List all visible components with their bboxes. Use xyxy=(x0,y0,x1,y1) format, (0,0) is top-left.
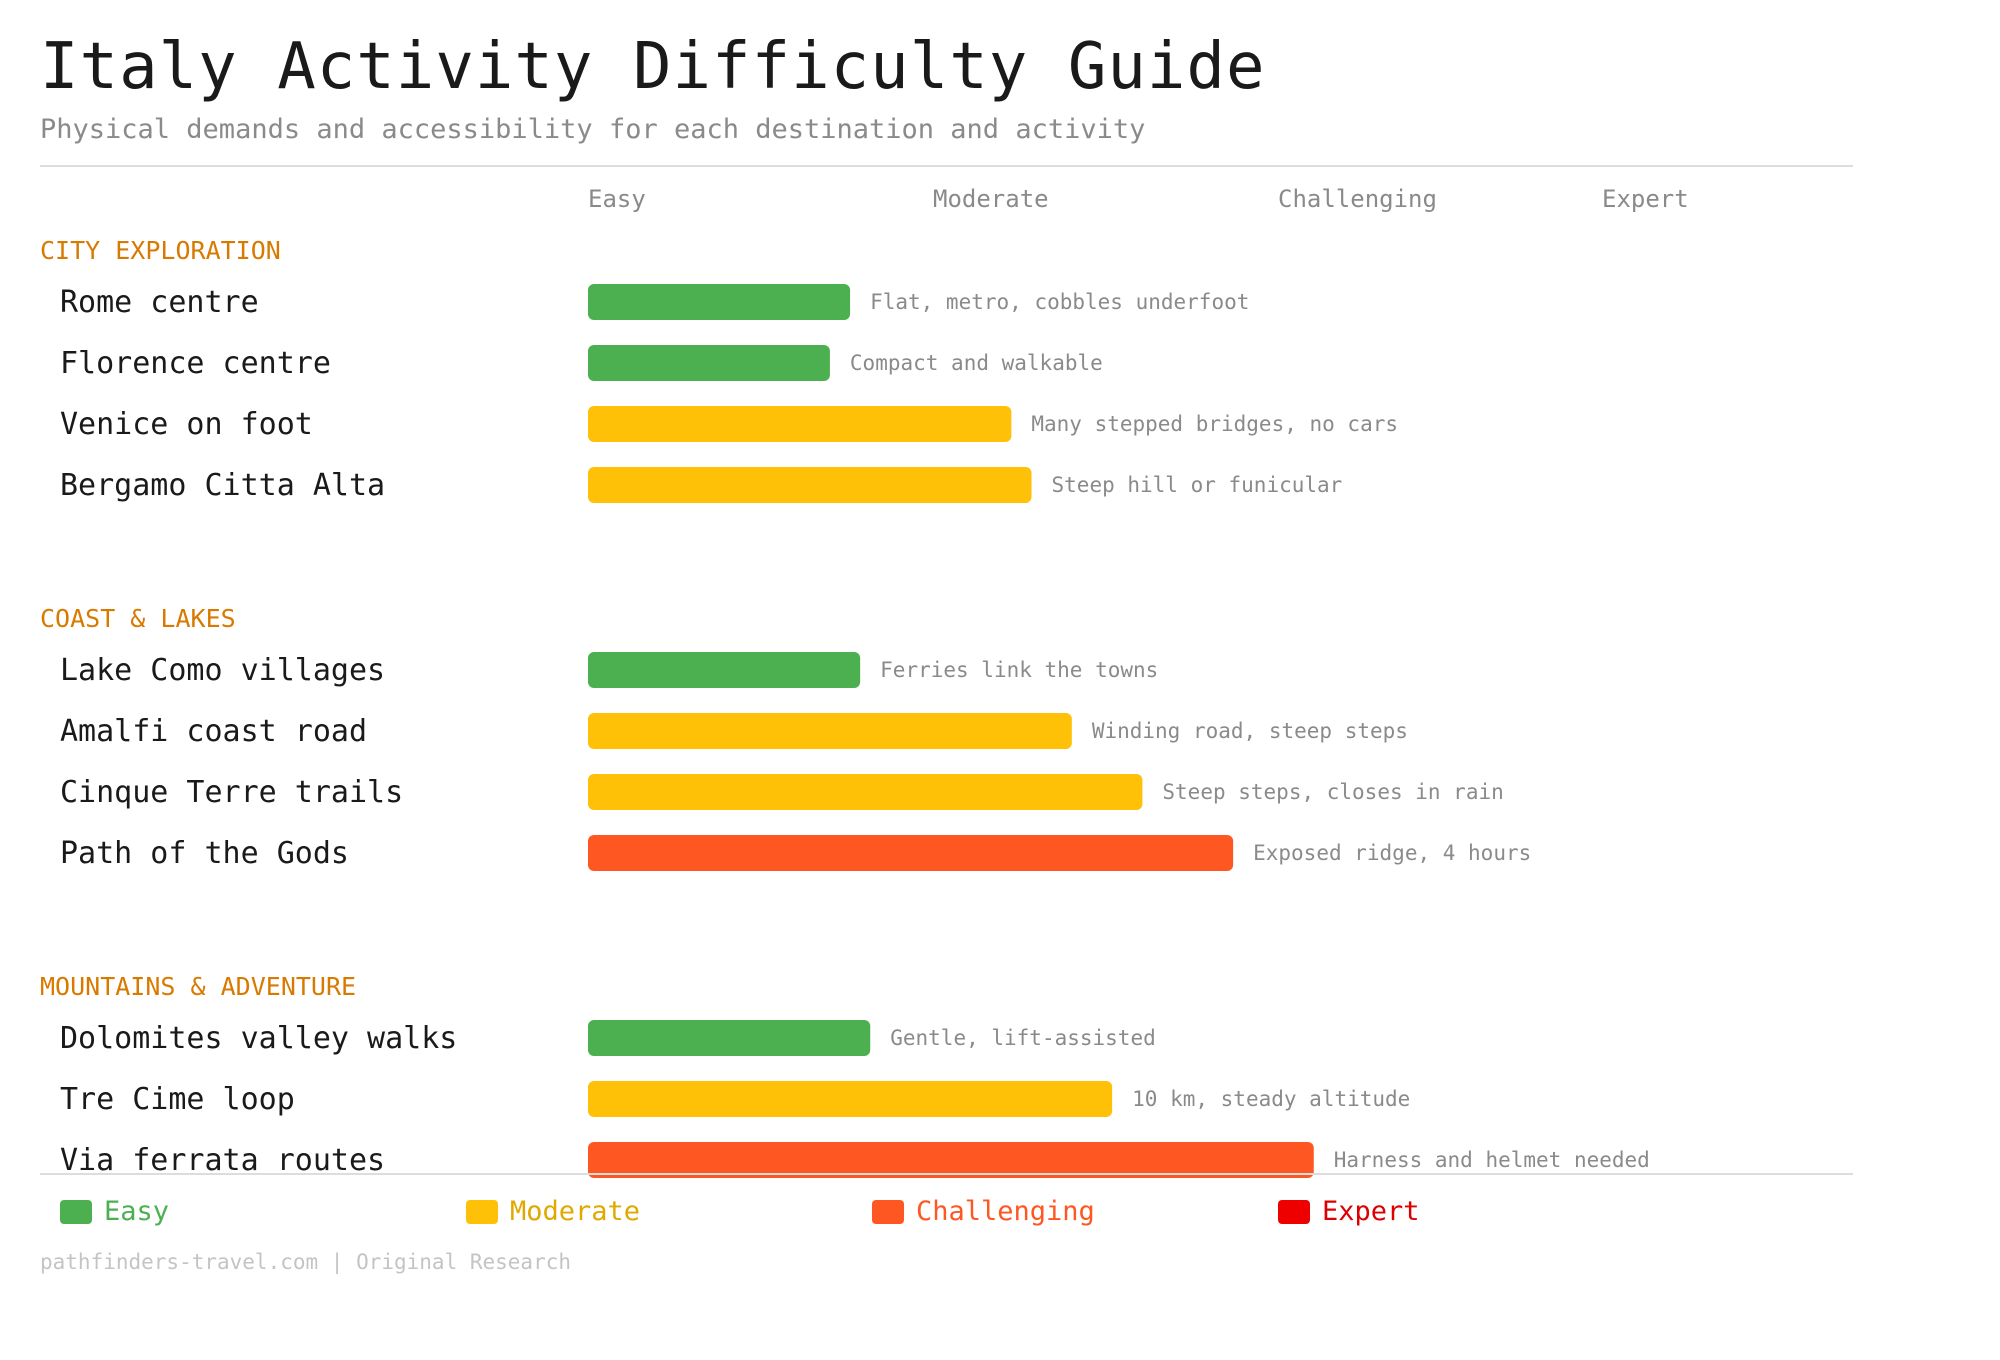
bar-note-label: Winding road, steep steps xyxy=(1092,719,1408,743)
row-label: Venice on foot xyxy=(60,407,313,442)
row-label: Via ferrata routes xyxy=(60,1143,385,1178)
bar-note-label: Many stepped bridges, no cars xyxy=(1031,412,1398,436)
group-label: MOUNTAINS & ADVENTURE xyxy=(40,972,356,1001)
legend-label: Easy xyxy=(104,1196,170,1227)
legend-item: Challenging xyxy=(872,1196,1095,1227)
group-label: COAST & LAKES xyxy=(40,604,236,633)
difficulty-bar xyxy=(588,713,1072,749)
bar-note-label: 10 km, steady altitude xyxy=(1132,1087,1410,1111)
bar-note-label: Exposed ridge, 4 hours xyxy=(1253,841,1531,865)
legend-swatch xyxy=(872,1199,904,1224)
page-subtitle: Physical demands and accessibility for e… xyxy=(40,114,1146,145)
row-label: Bergamo Citta Alta xyxy=(60,468,385,503)
legend-item: Moderate xyxy=(466,1196,640,1227)
bar-note-label: Steep hill or funicular xyxy=(1052,473,1343,497)
row-label: Lake Como villages xyxy=(60,653,385,688)
difficulty-bar xyxy=(588,1081,1113,1117)
x-tick-label: Moderate xyxy=(933,185,1049,213)
difficulty-bar xyxy=(588,1142,1314,1178)
source-note: pathfinders-travel.com | Original Resear… xyxy=(40,1250,572,1274)
bar-note-label: Steep steps, closes in rain xyxy=(1162,780,1503,804)
x-tick-label: Challenging xyxy=(1278,185,1437,213)
bar-note-label: Harness and helmet needed xyxy=(1334,1148,1650,1172)
row-label: Tre Cime loop xyxy=(60,1082,295,1117)
x-tick-label: Expert xyxy=(1602,185,1689,213)
row-label: Rome centre xyxy=(60,285,259,320)
difficulty-bar xyxy=(588,284,851,320)
legend-swatch xyxy=(1278,1199,1310,1224)
bar-note-label: Gentle, lift-assisted xyxy=(890,1026,1156,1050)
difficulty-bar xyxy=(588,467,1032,503)
header-divider xyxy=(40,165,1853,167)
difficulty-bar xyxy=(588,1020,871,1056)
legend-label: Moderate xyxy=(510,1196,641,1227)
difficulty-chart: Easy Moderate Challenging Expert CITY EXPLOR… xyxy=(40,185,1689,1178)
legend-label: Expert xyxy=(1322,1196,1420,1227)
bar-note-label: Ferries link the towns xyxy=(880,658,1158,682)
legend: Easy Moderate Challenging Expert xyxy=(60,1196,1860,1236)
row-label: Florence centre xyxy=(60,346,331,381)
row-label: Path of the Gods xyxy=(60,836,349,871)
group-label: CITY EXPLORATION xyxy=(40,236,281,265)
footer-divider xyxy=(40,1173,1853,1175)
row-label: Cinque Terre trails xyxy=(60,775,403,810)
bar-note-label: Compact and walkable xyxy=(850,351,1103,375)
page-title: Italy Activity Difficulty Guide xyxy=(40,30,1266,104)
legend-label: Challenging xyxy=(916,1196,1095,1227)
difficulty-bar xyxy=(588,345,830,381)
legend-item: Easy xyxy=(60,1196,169,1227)
difficulty-bar xyxy=(588,835,1234,871)
difficulty-bar xyxy=(588,774,1143,810)
bar-note-label: Flat, metro, cobbles underfoot xyxy=(870,290,1249,314)
row-label: Amalfi coast road xyxy=(60,714,367,749)
x-tick-label: Easy xyxy=(588,185,646,213)
difficulty-bar xyxy=(588,406,1012,442)
legend-swatch xyxy=(60,1199,92,1224)
legend-swatch xyxy=(466,1199,498,1224)
legend-item: Expert xyxy=(1278,1196,1420,1227)
row-label: Dolomites valley walks xyxy=(60,1021,457,1056)
difficulty-bar xyxy=(588,652,861,688)
